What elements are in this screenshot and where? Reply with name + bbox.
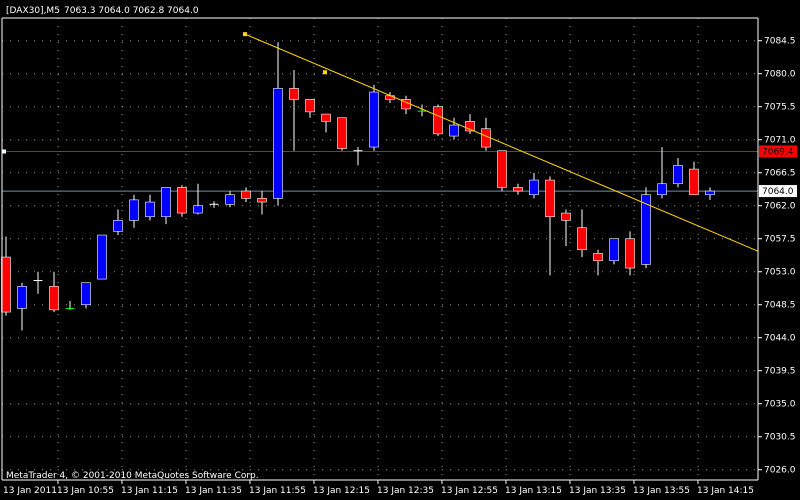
- candle-bull: [449, 124, 459, 137]
- candle-bull: [609, 238, 619, 262]
- time-tick-label: 13 Jan 10:55: [57, 486, 114, 496]
- candle-bull: [17, 286, 27, 309]
- candle-bear: [321, 113, 331, 122]
- candle-bear: [625, 238, 635, 269]
- price-tick-label: 7048.5: [764, 301, 796, 311]
- reference-lines[interactable]: [2, 149, 758, 192]
- time-tick-label: 13 Jan 14:15: [697, 486, 754, 496]
- horizontal-line-price-box: [759, 145, 797, 158]
- price-tick-label: 7026.0: [764, 466, 796, 476]
- candle-bull: [193, 205, 203, 214]
- candle-bull: [273, 88, 283, 199]
- time-tick-label: 13 Jan 13:15: [505, 486, 562, 496]
- price-tick-label: 7075.5: [764, 103, 796, 113]
- candle-bull: [529, 179, 539, 196]
- trendline[interactable]: [243, 32, 759, 252]
- price-tick-label: 7066.5: [764, 169, 796, 179]
- price-tick-label: 7062.0: [764, 202, 796, 212]
- candle-bull: [129, 199, 139, 221]
- candle-bull: [641, 194, 651, 265]
- horizontal-line-price-box-label: 7069.4: [762, 147, 794, 157]
- trendline-line[interactable]: [244, 33, 759, 252]
- bid-price-box-label: 7064.0: [762, 187, 794, 197]
- time-tick-label: 13 Jan 13:35: [569, 486, 626, 496]
- price-tick-label: 7080.0: [764, 70, 796, 80]
- copyright-notice: MetaTrader 4, © 2001-2010 MetaQuotes Sof…: [6, 471, 259, 481]
- price-tick-label: 7039.5: [764, 367, 796, 377]
- time-tick-label: 13 Jan 2011: [3, 486, 57, 496]
- candle-bear: [593, 253, 603, 262]
- price-tick-label: 7057.5: [764, 235, 796, 245]
- candle-bear: [497, 150, 507, 188]
- candle-bull: [705, 190, 715, 196]
- time-tick-label: 13 Jan 11:15: [121, 486, 178, 496]
- candle-bull: [657, 183, 667, 196]
- price-tick-label: 7053.0: [764, 268, 796, 278]
- candle-bear: [49, 286, 59, 311]
- price-tick-label: 7035.0: [764, 400, 796, 410]
- time-axis[interactable]: 13 Jan 2011 13 Jan 10:55 13 Jan 11:15 13 Ja…: [0, 18, 758, 496]
- ohlc-readout: 7063.3 7064.0 7062.8 7064.0: [64, 6, 199, 16]
- trendline-mid-handle[interactable]: [323, 70, 327, 75]
- candle-bear: [465, 121, 475, 132]
- candle-bull: [225, 194, 235, 205]
- candle-bear: [561, 212, 571, 221]
- candle-bear: [241, 190, 251, 199]
- candle-bear: [305, 99, 315, 113]
- time-tick-label: 13 Jan 12:55: [441, 486, 498, 496]
- candle-bull: [673, 165, 683, 185]
- grid: [2, 18, 758, 480]
- candle-bear: [289, 88, 299, 100]
- bid-price-box: [759, 185, 797, 198]
- candle-bull: [81, 282, 91, 306]
- time-tick-label: 13 Jan 11:55: [249, 486, 306, 496]
- symbol-label: [DAX30],M5: [6, 6, 60, 16]
- candle-bear: [545, 179, 555, 218]
- candle-bull: [145, 201, 155, 218]
- candle-bear: [177, 187, 187, 214]
- candle-bull: [97, 234, 107, 280]
- candle-bear: [1, 256, 11, 313]
- time-tick-label: 13 Jan 12:35: [377, 486, 434, 496]
- candle-bear: [337, 117, 347, 149]
- candle-bear: [689, 168, 699, 196]
- candle-bear: [577, 227, 587, 251]
- price-tick-label: 7044.0: [764, 334, 796, 344]
- time-tick-label: 13 Jan 13:55: [633, 486, 690, 496]
- price-tick-label: 7071.0: [764, 136, 796, 146]
- trendline-start-handle[interactable]: [243, 32, 247, 37]
- price-tick-label: 7084.5: [764, 37, 796, 47]
- candles: [1, 42, 715, 331]
- candle-bull: [113, 220, 123, 232]
- candle-bear: [513, 187, 523, 192]
- candle-bear: [433, 106, 443, 135]
- time-tick-label: 13 Jan 12:15: [313, 486, 370, 496]
- time-tick-label: 13 Jan 11:35: [185, 486, 242, 496]
- candle-bear: [257, 198, 267, 203]
- horizontal-line-handle[interactable]: [2, 149, 6, 154]
- price-tick-label: 7030.5: [764, 433, 796, 443]
- price-axis[interactable]: 7084.5 7080.0 7075.5 7071.0 7066.5 7062.0 7057…: [2, 17, 797, 480]
- candle-bull: [369, 91, 379, 148]
- candle-bull: [161, 187, 171, 218]
